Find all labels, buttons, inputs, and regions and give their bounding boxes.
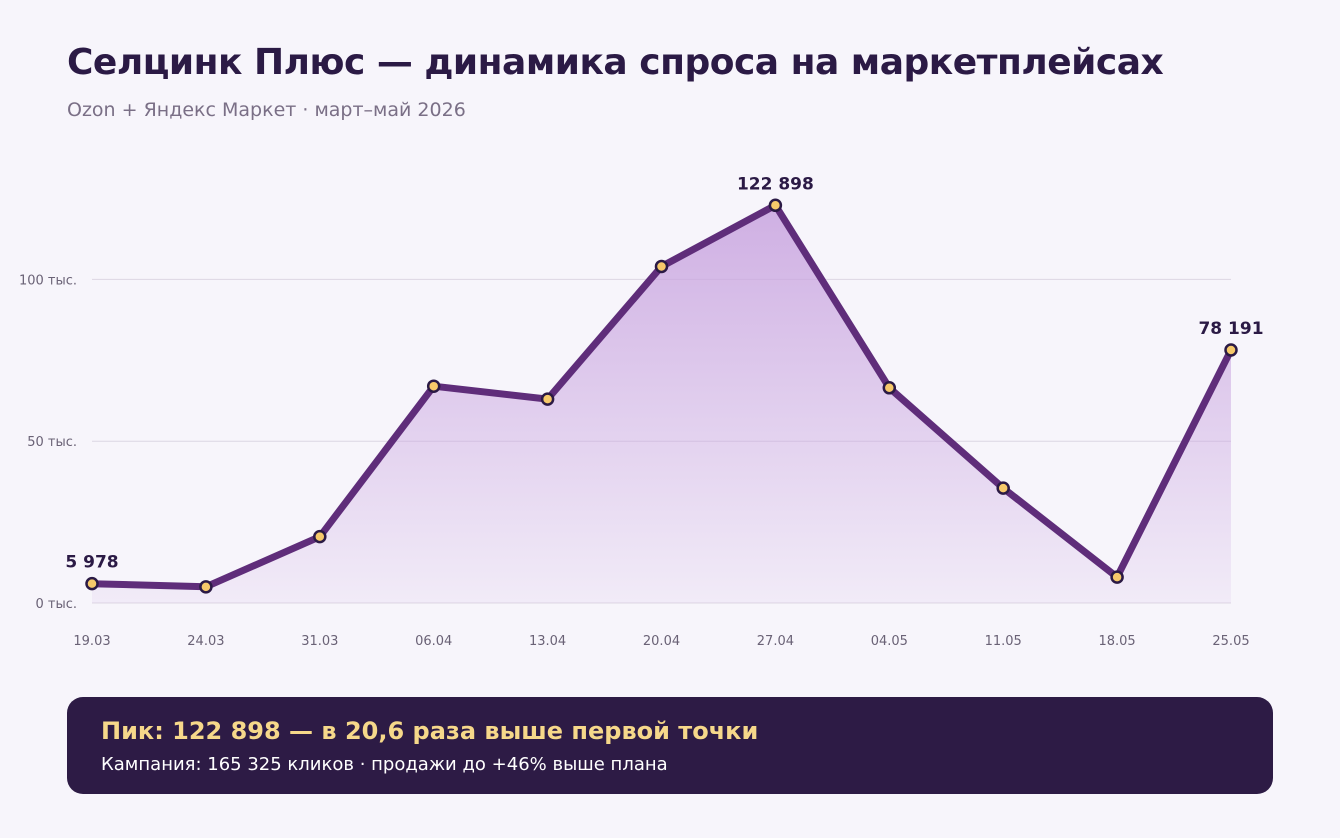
- x-tick-label: 20.04: [643, 634, 680, 649]
- x-tick-label: 18.05: [1098, 634, 1135, 649]
- data-point: [654, 259, 669, 274]
- summary-headline: Пик: 122 898 — в 20,6 раза выше первой т…: [101, 717, 759, 745]
- data-point: [768, 198, 783, 213]
- data-point: [85, 576, 99, 591]
- data-point: [882, 381, 897, 395]
- x-tick-label: 24.03: [187, 634, 224, 649]
- data-label: 78 191: [1198, 319, 1263, 339]
- chart-subtitle: Ozon + Яндекс Маркет · март–май 2026: [67, 99, 466, 121]
- area-layer: [92, 205, 1231, 604]
- data-point: [996, 481, 1010, 495]
- data-point: [313, 529, 327, 544]
- demand-chart: 0 тыс. 50 тыс. 100 тыс. 5 978 122 898 78 191…: [19, 174, 1264, 649]
- x-tick-label: 31.03: [301, 634, 338, 649]
- x-tick-label: 13.04: [529, 634, 566, 649]
- data-point: [1224, 343, 1238, 357]
- x-tick-label: 27.04: [757, 634, 794, 649]
- data-point: [199, 580, 213, 594]
- point-layer: [85, 198, 1238, 594]
- data-point: [1110, 570, 1124, 584]
- chart-title: Селцинк Плюс — динамика спроса на маркет…: [67, 42, 1164, 83]
- summary-panel: Пик: 122 898 — в 20,6 раза выше первой т…: [67, 697, 1273, 794]
- series-area: [92, 205, 1231, 604]
- x-tick-label: 06.04: [415, 634, 452, 649]
- summary-details: Кампания: 165 325 кликов · продажи до +4…: [101, 754, 668, 775]
- data-label-layer: 5 978 122 898 78 191: [65, 174, 1263, 572]
- x-axis: 19.03 24.03 31.03 06.04 13.04 20.04 27.04 04.05…: [73, 634, 1249, 649]
- x-tick-label: 11.05: [985, 634, 1022, 649]
- data-label: 5 978: [65, 553, 118, 573]
- x-tick-label: 25.05: [1212, 634, 1249, 649]
- y-axis: 0 тыс. 50 тыс. 100 тыс.: [19, 273, 77, 612]
- x-tick-label: 04.05: [871, 634, 908, 649]
- data-point: [540, 392, 555, 406]
- x-tick-label: 19.03: [73, 634, 110, 649]
- y-tick-label: 0 тыс.: [35, 597, 77, 612]
- y-tick-label: 50 тыс.: [27, 435, 77, 450]
- y-tick-label: 100 тыс.: [19, 273, 77, 288]
- data-point: [426, 379, 441, 393]
- data-label: 122 898: [737, 174, 814, 194]
